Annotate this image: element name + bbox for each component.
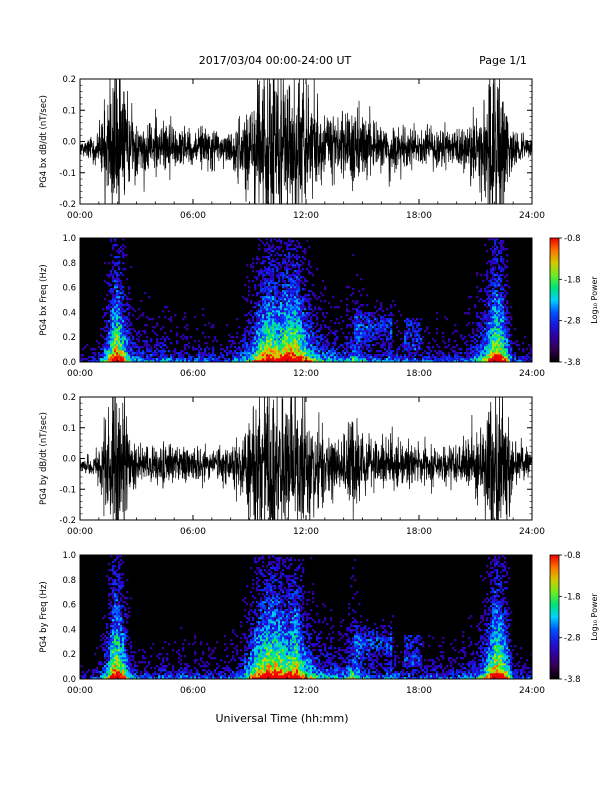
colorbar-tick-label: -2.8 bbox=[564, 317, 581, 327]
colorbar-label: Log₁₀ Power bbox=[590, 593, 599, 641]
y-tick-label: 1.0 bbox=[62, 551, 76, 561]
y-axis-label: PG4 bx dB/dt (nT/sec) bbox=[39, 95, 49, 188]
x-tick-label: 12:00 bbox=[293, 686, 319, 696]
x-tick-label: 00:00 bbox=[67, 686, 93, 696]
x-tick-label: 24:00 bbox=[519, 369, 545, 379]
colorbar-label: Log₁₀ Power bbox=[590, 276, 599, 324]
x-tick-label: 18:00 bbox=[406, 369, 432, 379]
y-tick-label: 0.2 bbox=[62, 333, 76, 343]
by-spectrogram-panel: 00:00 06:00 12:00 18:00 24:00 0.0 0.2 0.4 0.6 0.8… bbox=[39, 551, 599, 696]
x-tick-label: 18:00 bbox=[406, 686, 432, 696]
y-axis-label: PG4 bx Freq (Hz) bbox=[39, 264, 49, 335]
x-tick-label: 12:00 bbox=[293, 369, 319, 379]
y-tick-label: -0.1 bbox=[59, 169, 76, 179]
x-tick-label: 00:00 bbox=[67, 527, 93, 537]
x-tick-label: 06:00 bbox=[180, 527, 206, 537]
colorbar-tick-label: -3.8 bbox=[564, 358, 581, 368]
x-tick-label: 18:00 bbox=[406, 527, 432, 537]
by-dbdt-panel: 00:00 06:00 12:00 18:00 24:00 -0.2 -0.1 0.0 0.1 0… bbox=[39, 393, 545, 537]
colorbar-scale bbox=[549, 237, 560, 363]
spectrogram-image bbox=[80, 238, 533, 363]
y-tick-label: -0.2 bbox=[59, 200, 76, 210]
x-tick-label: 24:00 bbox=[519, 211, 545, 221]
colorbar-tick-label: -1.8 bbox=[564, 275, 581, 285]
x-axis-title: Universal Time (hh:mm) bbox=[216, 712, 349, 725]
y-tick-label: 0.0 bbox=[62, 455, 76, 465]
page-indicator: Page 1/1 bbox=[479, 54, 527, 67]
colorbar-tick-label: -2.8 bbox=[564, 634, 581, 644]
colorbar-tick-label: -1.8 bbox=[564, 592, 581, 602]
y-tick-label: 0.2 bbox=[62, 393, 76, 403]
x-tick-label: 24:00 bbox=[519, 527, 545, 537]
y-tick-label: 0.4 bbox=[62, 625, 76, 635]
colorbar-tick-label: -3.8 bbox=[564, 675, 581, 685]
y-tick-label: 0.0 bbox=[62, 675, 76, 685]
y-tick-label: 0.6 bbox=[62, 601, 76, 611]
spectrogram-image bbox=[80, 555, 533, 680]
colorbar-scale bbox=[549, 554, 560, 680]
x-tick-label: 00:00 bbox=[67, 211, 93, 221]
bx-spectrogram-panel: 00:00 06:00 12:00 18:00 24:00 0.0 0.2 0.4 0.6 0.8… bbox=[39, 234, 599, 379]
x-tick-label: 18:00 bbox=[406, 211, 432, 221]
x-tick-label: 06:00 bbox=[180, 686, 206, 696]
y-tick-label: 0.4 bbox=[62, 308, 76, 318]
x-tick-label: 06:00 bbox=[180, 211, 206, 221]
y-tick-label: 0.2 bbox=[62, 75, 76, 85]
y-tick-label: 0.0 bbox=[62, 138, 76, 148]
y-tick-label: 0.1 bbox=[62, 106, 76, 116]
colorbar-tick-label: -0.8 bbox=[564, 551, 581, 561]
dbdt-series-line bbox=[80, 79, 532, 204]
figure-title: 2017/03/04 00:00-24:00 UT bbox=[199, 54, 352, 67]
bx-dbdt-panel: 00:00 06:00 12:00 18:00 24:00 -0.2 -0.1 0.0 0.1 0… bbox=[39, 75, 545, 221]
y-tick-label: -0.2 bbox=[59, 516, 76, 526]
y-tick-label: 0.8 bbox=[62, 259, 76, 269]
x-tick-label: 00:00 bbox=[67, 369, 93, 379]
y-tick-label: 0.8 bbox=[62, 576, 76, 586]
x-tick-label: 12:00 bbox=[293, 211, 319, 221]
y-tick-label: 0.2 bbox=[62, 650, 76, 660]
x-tick-label: 12:00 bbox=[293, 527, 319, 537]
y-tick-label: 0.1 bbox=[62, 424, 76, 434]
x-tick-label: 06:00 bbox=[180, 369, 206, 379]
colorbar: -0.8 -1.8 -2.8 -3.8 Log₁₀ Power bbox=[549, 551, 599, 685]
colorbar: -0.8 -1.8 -2.8 -3.8 Log₁₀ Power bbox=[549, 234, 599, 368]
x-tick-label: 24:00 bbox=[519, 686, 545, 696]
y-axis-label: PG4 by Freq (Hz) bbox=[39, 581, 49, 652]
y-tick-label: -0.1 bbox=[59, 485, 76, 495]
y-tick-label: 1.0 bbox=[62, 234, 76, 244]
colorbar-tick-label: -0.8 bbox=[564, 234, 581, 244]
dbdt-series-line bbox=[80, 397, 532, 520]
y-tick-label: 0.0 bbox=[62, 358, 76, 368]
y-axis-label: PG4 by dB/dt (nT/sec) bbox=[39, 412, 49, 505]
y-tick-label: 0.6 bbox=[62, 284, 76, 294]
